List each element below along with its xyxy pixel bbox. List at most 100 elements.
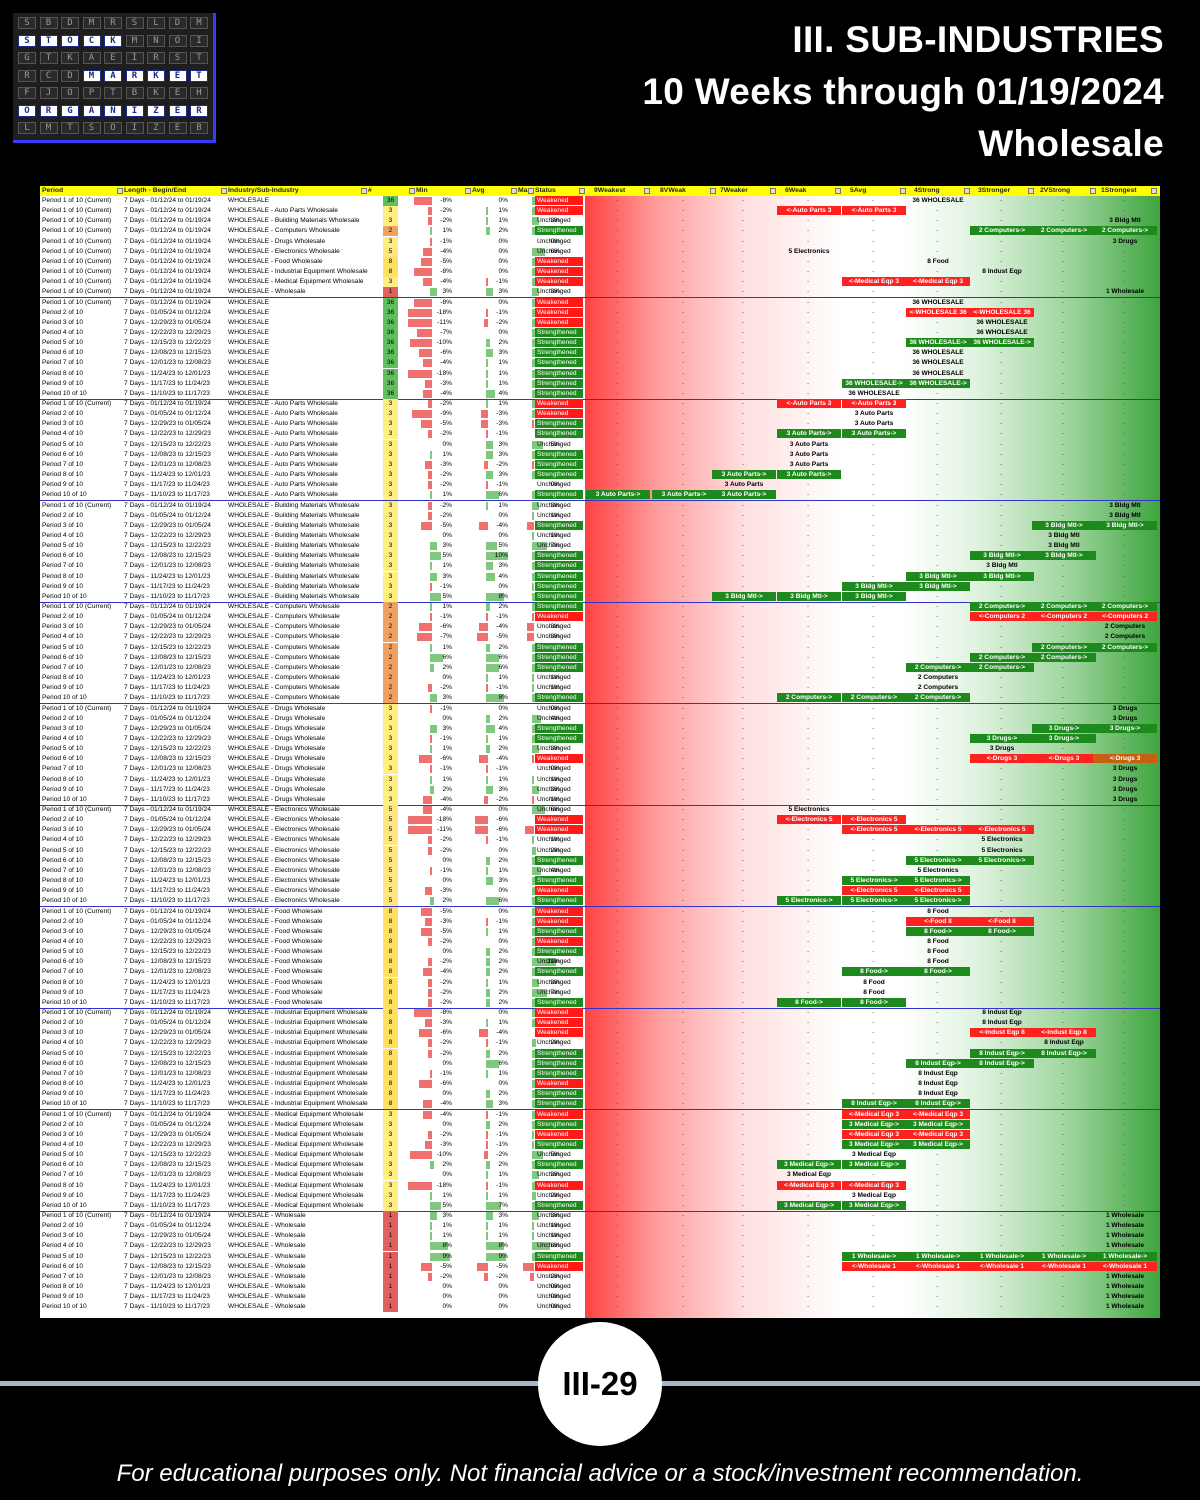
table-row[interactable]: Period 4 of 10 7 Days - 12/22/23 to 12/29… bbox=[40, 835, 1160, 846]
filter-dropdown-icon[interactable] bbox=[465, 188, 471, 194]
table-row[interactable]: Period 2 of 10 7 Days - 01/05/24 to 01/12… bbox=[40, 510, 1160, 521]
table-row[interactable]: Period 9 of 10 7 Days - 11/17/23 to 11/24… bbox=[40, 987, 1160, 998]
table-row[interactable]: Period 5 of 10 7 Days - 12/15/23 to 12/22… bbox=[40, 642, 1160, 653]
table-row[interactable]: Period 7 of 10 7 Days - 12/01/23 to 12/08… bbox=[40, 764, 1160, 775]
table-row[interactable]: Period 1 of 10 (Current) 7 Days - 01/12/2… bbox=[40, 277, 1160, 288]
table-row[interactable]: Period 10 of 10 7 Days - 11/10/23 to 11/1… bbox=[40, 591, 1160, 602]
table-row[interactable]: Period 10 of 10 7 Days - 11/10/23 to 11/1… bbox=[40, 1099, 1160, 1110]
table-row[interactable]: Period 10 of 10 7 Days - 11/10/23 to 11/1… bbox=[40, 388, 1160, 399]
column-header[interactable]: 6Weak bbox=[785, 187, 807, 194]
table-row[interactable]: Period 1 of 10 (Current) 7 Days - 01/12/2… bbox=[40, 1211, 1160, 1221]
table-row[interactable]: Period 6 of 10 7 Days - 12/08/23 to 12/15… bbox=[40, 855, 1160, 866]
table-row[interactable]: Period 6 of 10 7 Days - 12/08/23 to 12/15… bbox=[40, 754, 1160, 765]
table-row[interactable]: Period 8 of 10 7 Days - 11/24/23 to 12/01… bbox=[40, 1282, 1160, 1293]
column-header[interactable]: Period bbox=[42, 187, 64, 194]
column-header[interactable]: # bbox=[368, 187, 372, 194]
table-row[interactable]: Period 1 of 10 (Current) 7 Days - 01/12/2… bbox=[40, 196, 1160, 206]
table-row[interactable]: Period 3 of 10 7 Days - 12/29/23 to 01/05… bbox=[40, 1028, 1160, 1039]
table-row[interactable]: Period 9 of 10 7 Days - 11/17/23 to 11/24… bbox=[40, 784, 1160, 795]
table-row[interactable]: Period 5 of 10 7 Days - 12/15/23 to 12/22… bbox=[40, 1048, 1160, 1059]
table-row[interactable]: Period 10 of 10 7 Days - 11/10/23 to 11/1… bbox=[40, 997, 1160, 1008]
table-row[interactable]: Period 6 of 10 7 Days - 12/08/23 to 12/15… bbox=[40, 1160, 1160, 1171]
table-row[interactable]: Period 4 of 10 7 Days - 12/22/23 to 12/29… bbox=[40, 530, 1160, 541]
table-row[interactable]: Period 1 of 10 (Current) 7 Days - 01/12/2… bbox=[40, 602, 1160, 612]
table-row[interactable]: Period 2 of 10 7 Days - 01/05/24 to 01/12… bbox=[40, 1018, 1160, 1029]
table-row[interactable]: Period 2 of 10 7 Days - 01/05/24 to 01/12… bbox=[40, 409, 1160, 420]
table-row[interactable]: Period 9 of 10 7 Days - 11/17/23 to 11/24… bbox=[40, 581, 1160, 592]
table-row[interactable]: Period 2 of 10 7 Days - 01/05/24 to 01/12… bbox=[40, 815, 1160, 826]
table-row[interactable]: Period 7 of 10 7 Days - 12/01/23 to 12/08… bbox=[40, 459, 1160, 470]
table-row[interactable]: Period 4 of 10 7 Days - 12/22/23 to 12/29… bbox=[40, 327, 1160, 338]
column-header[interactable]: Max bbox=[518, 187, 532, 194]
table-row[interactable]: Period 4 of 10 7 Days - 12/22/23 to 12/29… bbox=[40, 936, 1160, 947]
table-row[interactable]: Period 8 of 10 7 Days - 11/24/23 to 12/01… bbox=[40, 1180, 1160, 1191]
table-row[interactable]: Period 1 of 10 (Current) 7 Days - 01/12/2… bbox=[40, 256, 1160, 267]
filter-dropdown-icon[interactable] bbox=[528, 188, 534, 194]
table-row[interactable]: Period 5 of 10 7 Days - 12/15/23 to 12/22… bbox=[40, 744, 1160, 755]
column-header[interactable]: 7Weaker bbox=[720, 187, 748, 194]
table-row[interactable]: Period 6 of 10 7 Days - 12/08/23 to 12/15… bbox=[40, 348, 1160, 359]
filter-dropdown-icon[interactable] bbox=[409, 188, 415, 194]
column-header[interactable]: Avg bbox=[472, 187, 485, 194]
column-header[interactable]: Length - Begin/End bbox=[124, 187, 187, 194]
column-header[interactable]: 8VWeak bbox=[660, 187, 686, 194]
filter-dropdown-icon[interactable] bbox=[644, 188, 650, 194]
table-row[interactable]: Period 5 of 10 7 Days - 12/15/23 to 12/22… bbox=[40, 541, 1160, 552]
table-row[interactable]: Period 6 of 10 7 Days - 12/08/23 to 12/15… bbox=[40, 551, 1160, 562]
table-row[interactable]: Period 1 of 10 (Current) 7 Days - 01/12/2… bbox=[40, 236, 1160, 247]
table-row[interactable]: Period 10 of 10 7 Days - 11/10/23 to 11/1… bbox=[40, 1200, 1160, 1211]
table-row[interactable]: Period 1 of 10 (Current) 7 Days - 01/12/2… bbox=[40, 206, 1160, 217]
table-row[interactable]: Period 6 of 10 7 Days - 12/08/23 to 12/15… bbox=[40, 957, 1160, 968]
filter-dropdown-icon[interactable] bbox=[770, 188, 776, 194]
table-row[interactable]: Period 3 of 10 7 Days - 12/29/23 to 01/05… bbox=[40, 926, 1160, 937]
table-row[interactable]: Period 4 of 10 7 Days - 12/22/23 to 12/29… bbox=[40, 429, 1160, 440]
column-header[interactable]: 2VStrong bbox=[1040, 187, 1071, 194]
table-row[interactable]: Period 9 of 10 7 Days - 11/17/23 to 11/24… bbox=[40, 1292, 1160, 1303]
table-row[interactable]: Period 9 of 10 7 Days - 11/17/23 to 11/24… bbox=[40, 378, 1160, 389]
table-row[interactable]: Period 8 of 10 7 Days - 11/24/23 to 12/01… bbox=[40, 977, 1160, 988]
table-row[interactable]: Period 7 of 10 7 Days - 12/01/23 to 12/08… bbox=[40, 358, 1160, 369]
table-row[interactable]: Period 5 of 10 7 Days - 12/15/23 to 12/22… bbox=[40, 1150, 1160, 1161]
filter-dropdown-icon[interactable] bbox=[1090, 188, 1096, 194]
table-row[interactable]: Period 7 of 10 7 Days - 12/01/23 to 12/08… bbox=[40, 1170, 1160, 1181]
table-row[interactable]: Period 9 of 10 7 Days - 11/17/23 to 11/24… bbox=[40, 480, 1160, 491]
table-row[interactable]: Period 5 of 10 7 Days - 12/15/23 to 12/22… bbox=[40, 439, 1160, 450]
table-row[interactable]: Period 2 of 10 7 Days - 01/05/24 to 01/12… bbox=[40, 713, 1160, 724]
table-row[interactable]: Period 9 of 10 7 Days - 11/17/23 to 11/24… bbox=[40, 1089, 1160, 1100]
filter-dropdown-icon[interactable] bbox=[117, 188, 123, 194]
table-row[interactable]: Period 3 of 10 7 Days - 12/29/23 to 01/05… bbox=[40, 622, 1160, 633]
table-row[interactable]: Period 5 of 10 7 Days - 12/15/23 to 12/22… bbox=[40, 947, 1160, 958]
table-row[interactable]: Period 4 of 10 7 Days - 12/22/23 to 12/29… bbox=[40, 632, 1160, 643]
table-row[interactable]: Period 3 of 10 7 Days - 12/29/23 to 01/05… bbox=[40, 520, 1160, 531]
table-row[interactable]: Period 8 of 10 7 Days - 11/24/23 to 12/01… bbox=[40, 774, 1160, 785]
filter-dropdown-icon[interactable] bbox=[964, 188, 970, 194]
table-row[interactable]: Period 2 of 10 7 Days - 01/05/24 to 01/12… bbox=[40, 916, 1160, 927]
table-row[interactable]: Period 1 of 10 (Current) 7 Days - 01/12/2… bbox=[40, 297, 1160, 308]
table-row[interactable]: Period 1 of 10 (Current) 7 Days - 01/12/2… bbox=[40, 267, 1160, 278]
filter-dropdown-icon[interactable] bbox=[835, 188, 841, 194]
table-row[interactable]: Period 6 of 10 7 Days - 12/08/23 to 12/15… bbox=[40, 449, 1160, 460]
table-row[interactable]: Period 1 of 10 (Current) 7 Days - 01/12/2… bbox=[40, 399, 1160, 409]
column-header[interactable]: Min bbox=[416, 187, 428, 194]
table-row[interactable]: Period 9 of 10 7 Days - 11/17/23 to 11/24… bbox=[40, 683, 1160, 694]
table-row[interactable]: Period 5 of 10 7 Days - 12/15/23 to 12/22… bbox=[40, 845, 1160, 856]
filter-dropdown-icon[interactable] bbox=[511, 188, 517, 194]
table-row[interactable]: Period 8 of 10 7 Days - 11/24/23 to 12/01… bbox=[40, 1079, 1160, 1090]
table-row[interactable]: Period 3 of 10 7 Days - 12/29/23 to 01/05… bbox=[40, 317, 1160, 328]
table-row[interactable]: Period 4 of 10 7 Days - 12/22/23 to 12/29… bbox=[40, 733, 1160, 744]
table-row[interactable]: Period 1 of 10 (Current) 7 Days - 01/12/2… bbox=[40, 216, 1160, 227]
table-row[interactable]: Period 1 of 10 (Current) 7 Days - 01/12/2… bbox=[40, 226, 1160, 237]
table-row[interactable]: Period 1 of 10 (Current) 7 Days - 01/12/2… bbox=[40, 805, 1160, 815]
table-row[interactable]: Period 8 of 10 7 Days - 11/24/23 to 12/01… bbox=[40, 673, 1160, 684]
table-row[interactable]: Period 1 of 10 (Current) 7 Days - 01/12/2… bbox=[40, 703, 1160, 714]
table-row[interactable]: Period 2 of 10 7 Days - 01/05/24 to 01/12… bbox=[40, 307, 1160, 318]
table-row[interactable]: Period 2 of 10 7 Days - 01/05/24 to 01/12… bbox=[40, 612, 1160, 623]
table-row[interactable]: Period 7 of 10 7 Days - 12/01/23 to 12/08… bbox=[40, 1271, 1160, 1282]
column-header[interactable]: Industry/Sub-Industry bbox=[228, 187, 299, 194]
table-row[interactable]: Period 3 of 10 7 Days - 12/29/23 to 01/05… bbox=[40, 723, 1160, 734]
filter-dropdown-icon[interactable] bbox=[1151, 188, 1157, 194]
table-row[interactable]: Period 4 of 10 7 Days - 12/22/23 to 12/29… bbox=[40, 1139, 1160, 1150]
column-header[interactable]: 5Avg bbox=[850, 187, 867, 194]
table-row[interactable]: Period 6 of 10 7 Days - 12/08/23 to 12/15… bbox=[40, 1261, 1160, 1272]
table-row[interactable]: Period 5 of 10 7 Days - 12/15/23 to 12/22… bbox=[40, 338, 1160, 349]
